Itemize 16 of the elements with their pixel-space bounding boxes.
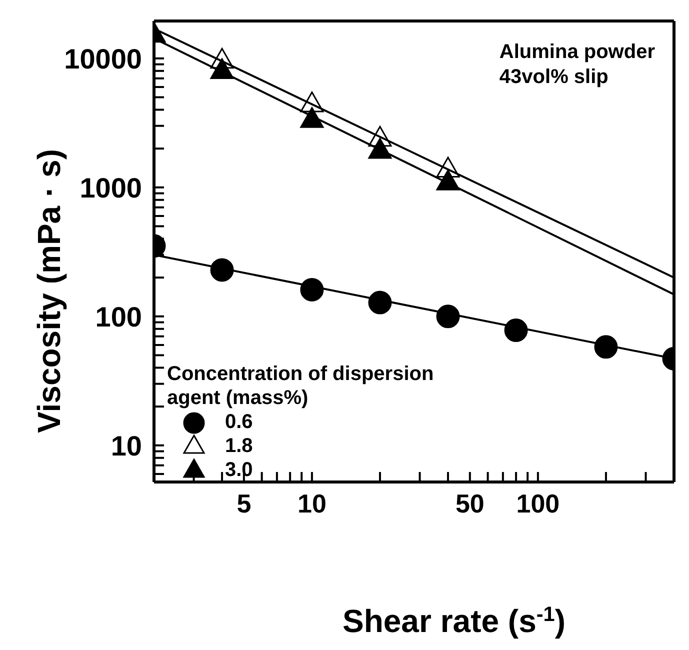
annotation: 43vol% slip (499, 65, 610, 90)
legend-label: 0.6 (225, 410, 253, 434)
legend-title: Concentration of dispersion agent (mass%) (167, 362, 435, 410)
y-tick-label: 10000 (64, 43, 142, 74)
x-tick-label: 10 (297, 488, 326, 518)
y-axis-title: Viscosity (mPa · s) (31, 149, 67, 433)
x-tick-label: 5 (236, 488, 252, 518)
y-tick-label: 10 (110, 430, 142, 462)
x-axis-title: Shear rate (s$^{-1}$) (342, 602, 566, 639)
x-tick-label: 50 (455, 488, 484, 518)
legend-label: 3.0 (225, 458, 253, 482)
annotation: Alumina powder (499, 40, 655, 65)
x-tick-label: 100 (516, 488, 560, 518)
legend-label: 1.8 (225, 434, 253, 458)
y-tick-label: 100 (95, 301, 142, 332)
y-tick-label: 1000 (80, 172, 142, 204)
